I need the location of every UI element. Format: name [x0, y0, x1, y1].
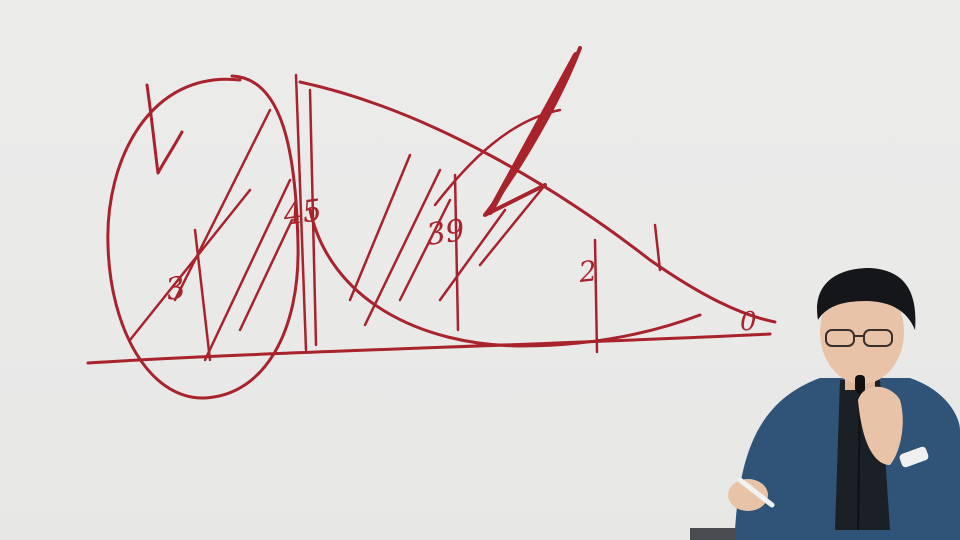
vertical-line-1 — [294, 73, 308, 352]
hatch-2 — [203, 178, 292, 362]
hatch-6 — [363, 168, 442, 327]
hatch-7 — [398, 198, 452, 302]
ink-strokes — [86, 46, 777, 400]
hatch-5 — [348, 153, 412, 302]
hand-right — [858, 386, 903, 465]
hair — [817, 268, 916, 330]
label-5: 0 — [740, 307, 757, 337]
hatch-9 — [478, 183, 547, 267]
head — [820, 280, 904, 384]
baseline-stroke — [86, 332, 772, 365]
hatch-8 — [438, 208, 507, 302]
curve-lower-stroke — [308, 208, 702, 348]
pen-icon — [737, 477, 775, 508]
label-4: 2 — [576, 254, 598, 289]
vertical-line-5 — [653, 223, 662, 272]
vertical-line-2 — [308, 88, 318, 347]
glasses-icon — [825, 329, 893, 347]
hatch-3 — [238, 218, 294, 332]
arrow-shaft-right — [487, 52, 579, 215]
sleeve-cuff — [899, 446, 929, 468]
microphone-icon — [855, 375, 865, 393]
hand-left — [728, 479, 768, 511]
vertical-line-4 — [593, 238, 599, 354]
hatch-1 — [173, 108, 272, 302]
circle-stroke — [106, 74, 300, 400]
label-3: 39 — [424, 213, 467, 253]
handwritten-labels: 3 45 39 2 0 — [163, 193, 756, 337]
curve-stroke — [298, 80, 777, 324]
label-2: 45 — [280, 193, 324, 233]
hatch-10 — [128, 188, 252, 342]
mic-cable — [857, 391, 861, 531]
arrow-stroke-left — [145, 83, 184, 175]
vertical-line-3 — [453, 173, 460, 332]
hatch-4 — [193, 228, 212, 362]
